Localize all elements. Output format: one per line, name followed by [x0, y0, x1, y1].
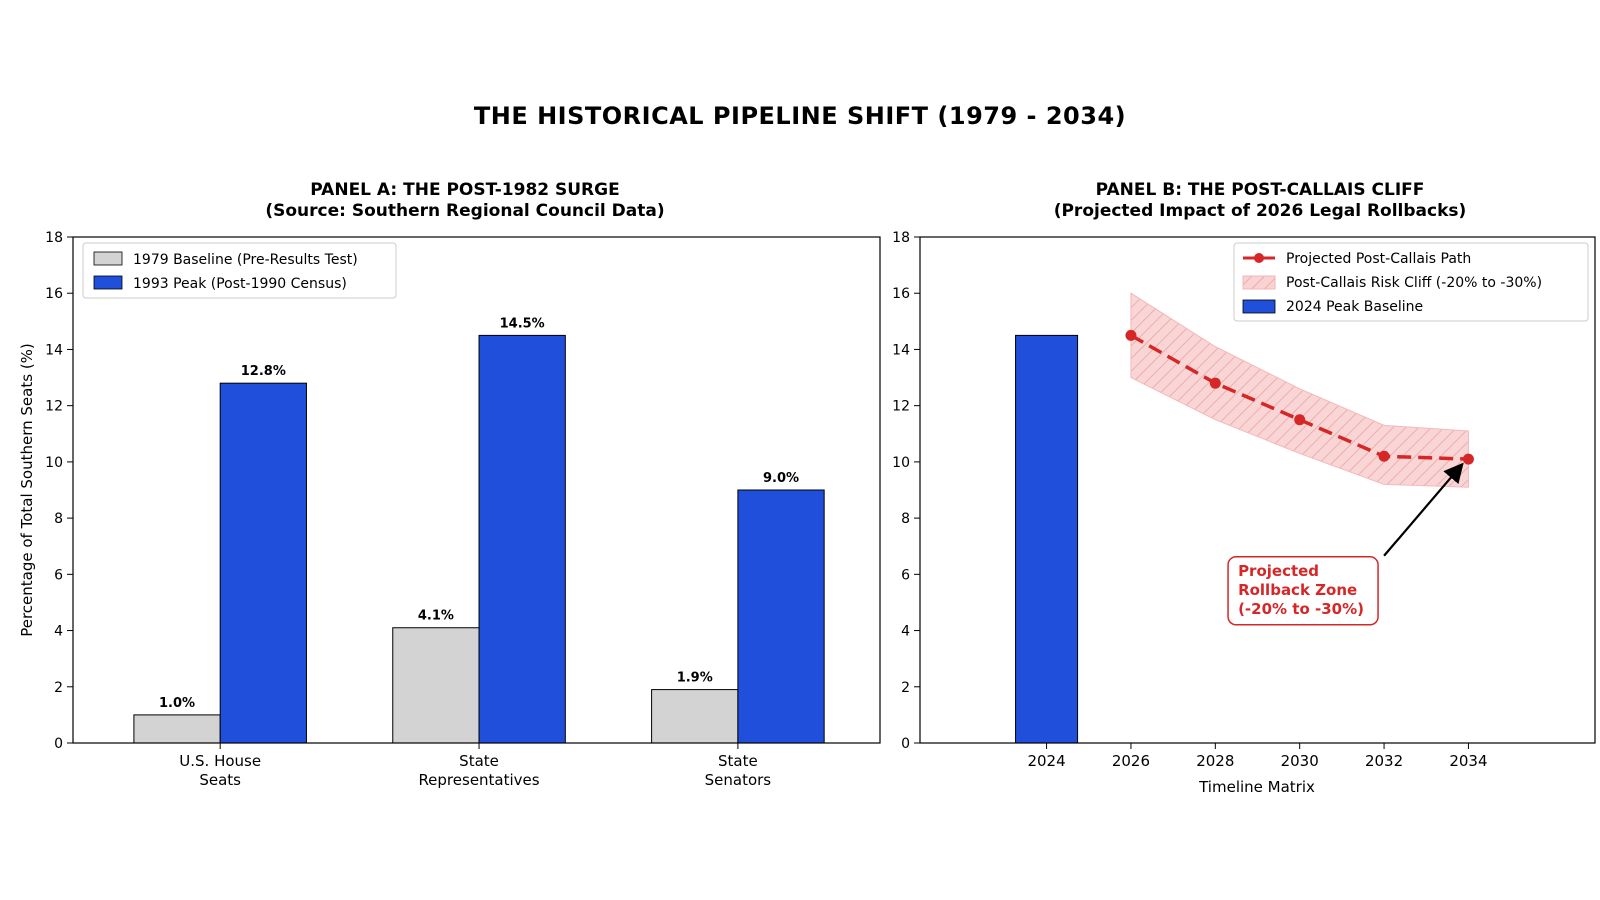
- panel-b-title-line2: (Projected Impact of 2026 Legal Rollback…: [1054, 201, 1467, 221]
- bar-value-label: 1.0%: [159, 696, 195, 711]
- legend-swatch-peak: [93, 275, 123, 290]
- projected-path-point: [1378, 450, 1390, 462]
- bar-value-label: 12.8%: [241, 364, 286, 379]
- panel-a-title-line2: (Source: Southern Regional Council Data): [265, 201, 664, 221]
- panel-a-y-ticks: 0 2 4 6 8 10 12 14 16 18: [45, 230, 73, 752]
- x-tick-label: Senators: [705, 771, 772, 789]
- x-tick-label: State: [718, 752, 758, 770]
- legend-label-risk: Post-Callais Risk Cliff (-20% to -30%): [1286, 275, 1542, 291]
- x-tick-label: Seats: [199, 771, 241, 789]
- bar-2024-baseline: [1015, 334, 1079, 744]
- x-tick-label: 2034: [1449, 752, 1487, 770]
- bar-peak: [737, 489, 825, 744]
- panel-b-title-line1: PANEL B: THE POST-CALLAIS CLIFF: [1096, 180, 1425, 200]
- legend-swatch-baseline: [93, 251, 123, 266]
- legend-label-baseline: 1979 Baseline (Pre-Results Test): [133, 252, 358, 268]
- legend-label-path: Projected Post-Callais Path: [1286, 251, 1471, 267]
- y-tick-label: 16: [892, 286, 910, 302]
- legend-swatch-baseline-2024: [1242, 299, 1276, 314]
- bar-peak: [219, 382, 307, 744]
- annotation-text: (-20% to -30%): [1238, 600, 1364, 618]
- panel-a-title-line1: PANEL A: THE POST-1982 SURGE: [310, 180, 619, 200]
- x-tick-label: 2026: [1112, 752, 1150, 770]
- panel-a-legend-box: [82, 242, 397, 299]
- y-tick-label: 8: [54, 511, 63, 527]
- annotation-text: Rollback Zone: [1238, 581, 1357, 599]
- y-tick-label: 14: [892, 342, 910, 358]
- y-tick-label: 2: [54, 680, 63, 696]
- x-tick-label: 2032: [1365, 752, 1403, 770]
- bar-peak: [478, 334, 566, 744]
- legend-label-baseline-2024: 2024 Peak Baseline: [1286, 299, 1423, 315]
- panel-a-legend: 1979 Baseline (Pre-Results Test) 1993 Pe…: [82, 242, 397, 299]
- projected-path-point: [1125, 329, 1137, 341]
- panel-b-axes-frame: [919, 236, 1596, 744]
- panel-a-axes-frame: [72, 236, 881, 744]
- x-tick-label: 2028: [1196, 752, 1234, 770]
- annotation-text: Projected: [1238, 562, 1319, 580]
- x-tick-label: State: [459, 752, 499, 770]
- projected-path-point: [1209, 377, 1221, 389]
- panel-a-bars: 1.0% 4.1% 1.9% 12.8% 14.5% 9.0%: [133, 316, 825, 744]
- y-tick-label: 0: [54, 736, 63, 752]
- y-tick-label: 2: [901, 680, 910, 696]
- panel-b-legend: Projected Post-Callais Path Post-Callais…: [1233, 242, 1589, 322]
- legend-swatch-path-marker: [1254, 253, 1264, 263]
- x-tick-label: 2024: [1027, 752, 1065, 770]
- y-tick-label: 4: [901, 624, 910, 640]
- panel-a-x-tick-labels: U.S. HouseSeatsStateRepresentativesState…: [179, 743, 771, 789]
- panel-b-x-axis-label: Timeline Matrix: [1198, 778, 1315, 796]
- panel-b-y-ticks: 0 2 4 6 8 10 12 14 16 18: [892, 230, 920, 752]
- y-tick-label: 10: [45, 455, 63, 471]
- projected-path-line: [1130, 333, 1469, 461]
- legend-label-peak: 1993 Peak (Post-1990 Census): [133, 276, 347, 292]
- y-tick-label: 18: [892, 230, 910, 246]
- figure-title: THE HISTORICAL PIPELINE SHIFT (1979 - 20…: [473, 102, 1127, 130]
- y-tick-label: 12: [892, 399, 910, 415]
- panel-b-plot: [1015, 292, 1474, 744]
- bar-baseline: [651, 689, 739, 744]
- panel-a-y-axis-label: Percentage of Total Southern Seats (%): [18, 343, 36, 637]
- panel-b: PANEL B: THE POST-CALLAIS CLIFF (Project…: [892, 180, 1596, 796]
- legend-swatch-risk: [1242, 275, 1276, 290]
- y-tick-label: 6: [901, 567, 910, 583]
- y-tick-label: 8: [901, 511, 910, 527]
- y-tick-label: 12: [45, 399, 63, 415]
- panel-a: PANEL A: THE POST-1982 SURGE (Source: So…: [18, 180, 881, 789]
- y-tick-label: 16: [45, 286, 63, 302]
- y-tick-label: 0: [901, 736, 910, 752]
- x-tick-label: U.S. House: [179, 752, 261, 770]
- risk-cliff-band: [1130, 292, 1469, 488]
- annotation-arrow: [1383, 462, 1464, 557]
- x-tick-label: Representatives: [418, 771, 539, 789]
- panel-b-legend-box: [1233, 242, 1589, 322]
- projected-path-point: [1462, 453, 1474, 465]
- y-tick-label: 6: [54, 567, 63, 583]
- bar-value-label: 1.9%: [677, 671, 713, 686]
- annotation-box: [1227, 556, 1379, 626]
- bar-baseline: [392, 627, 480, 744]
- y-tick-label: 18: [45, 230, 63, 246]
- bar-value-label: 9.0%: [763, 471, 799, 486]
- x-tick-label: 2030: [1281, 752, 1319, 770]
- projected-path-point: [1294, 414, 1306, 426]
- y-tick-label: 10: [892, 455, 910, 471]
- y-tick-label: 4: [54, 624, 63, 640]
- bar-value-label: 4.1%: [418, 609, 454, 624]
- bar-baseline: [133, 714, 221, 744]
- y-tick-label: 14: [45, 342, 63, 358]
- bar-value-label: 14.5%: [500, 316, 545, 331]
- panel-b-x-tick-labels: 2024 2026 2028 2030 2032 2034: [1027, 743, 1488, 770]
